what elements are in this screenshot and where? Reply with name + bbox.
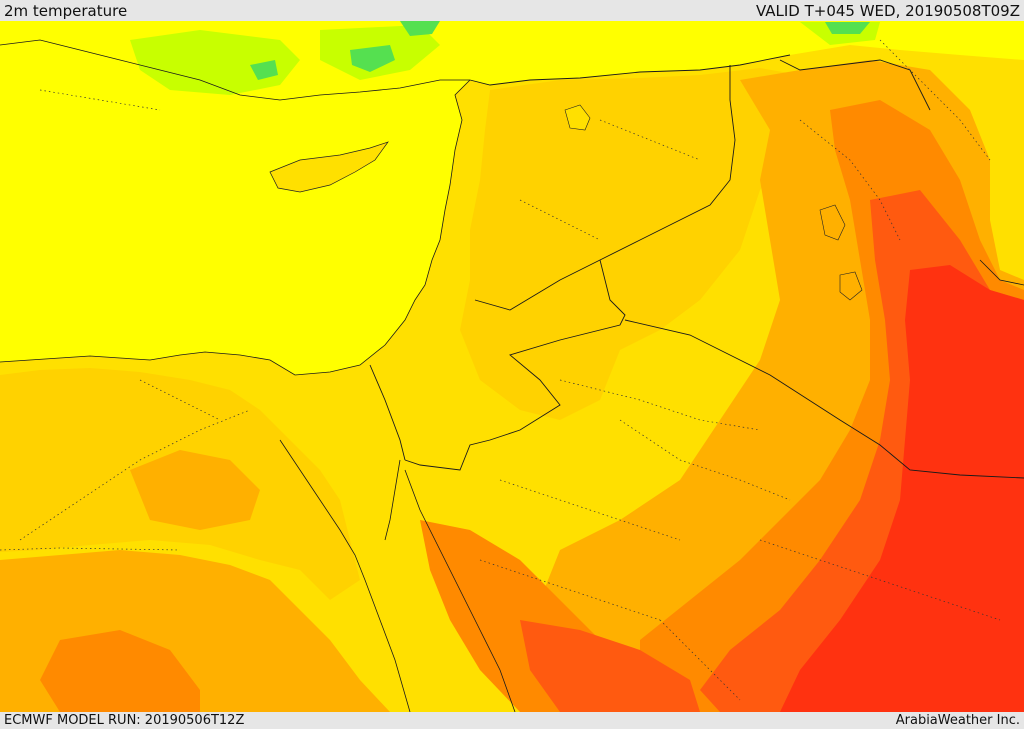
northern-yellow-band [470, 21, 1024, 85]
lake-milh [839, 271, 863, 301]
green-patch-3 [250, 60, 278, 80]
temperature-map [0, 21, 1024, 712]
model-run-label: ECMWF MODEL RUN: 20190506T12Z [4, 713, 245, 728]
mediterranean-sea [0, 21, 470, 375]
country-borders [369, 54, 1024, 479]
green-patch-4 [825, 22, 870, 34]
province-borders [0, 39, 1001, 701]
temperature-map-canvas [0, 21, 1024, 712]
header-bar: 2m temperature VALID T+045 WED, 20190508… [0, 0, 1024, 21]
green-patch-2 [400, 21, 440, 36]
orange-zone-sinai [130, 450, 260, 530]
gold-zone-north [460, 68, 820, 420]
footer-bar: ECMWF MODEL RUN: 20190506T12Z ArabiaWeat… [0, 712, 1024, 729]
red-orange-zone-south [520, 620, 700, 712]
red-zone-east [780, 265, 1024, 712]
valid-time-label: VALID T+045 WED, 20190508T09Z [755, 2, 1020, 20]
lake-tharthar [819, 204, 846, 241]
coastlines [0, 39, 1024, 712]
lake-assad [564, 104, 591, 131]
provider-label: ArabiaWeather Inc. [895, 713, 1020, 728]
green-patch-1 [350, 45, 395, 72]
map-title: 2m temperature [4, 2, 128, 20]
cyprus-island [269, 141, 389, 193]
dark-orange-zone-egypt [40, 630, 200, 712]
